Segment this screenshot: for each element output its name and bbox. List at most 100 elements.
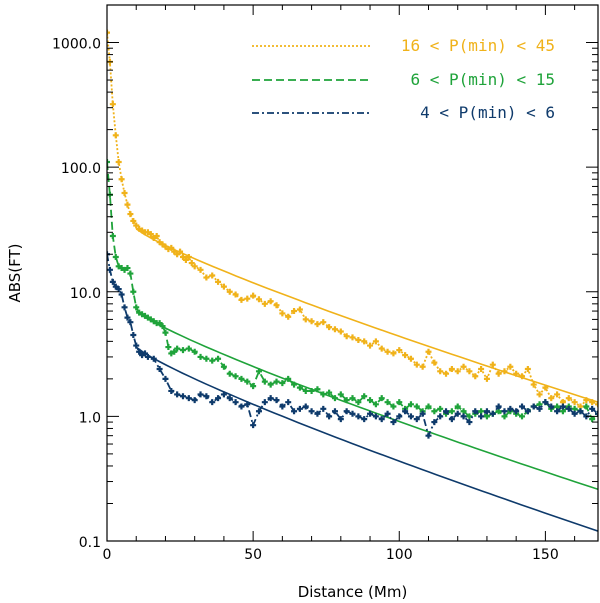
series-point-0: [121, 190, 128, 197]
series-point-1: [185, 345, 192, 352]
series-point-2: [495, 403, 502, 410]
series-point-1: [226, 370, 233, 377]
y-tick-label: 100.0: [61, 161, 101, 177]
series-point-1: [483, 413, 490, 420]
series-point-1: [267, 381, 274, 388]
series-point-2: [150, 355, 157, 362]
x-tick-label: 50: [244, 547, 262, 563]
series-point-0: [448, 365, 455, 372]
series-point-1: [390, 403, 397, 410]
series-point-2: [565, 405, 572, 412]
series-point-2: [367, 410, 374, 417]
series-point-0: [513, 370, 520, 377]
series-point-2: [133, 342, 140, 349]
series-point-2: [127, 319, 134, 326]
series-point-2: [524, 408, 531, 415]
series-point-0: [118, 176, 125, 183]
series-point-0: [437, 368, 444, 375]
series-point-2: [542, 399, 549, 406]
series-point-2: [285, 399, 292, 406]
series-point-0: [472, 373, 479, 380]
series-point-1: [244, 378, 251, 385]
series-point-1: [425, 403, 432, 410]
series-point-0: [495, 370, 502, 377]
series-point-2: [191, 397, 198, 404]
series-point-0: [191, 263, 198, 270]
series-point-0: [425, 348, 432, 355]
series-point-2: [349, 410, 356, 417]
series-point-2: [144, 353, 151, 360]
series-point-1: [367, 397, 374, 404]
x-tick-label: 0: [103, 547, 112, 563]
series-point-0: [291, 308, 298, 315]
series-point-1: [314, 386, 321, 393]
series-point-0: [478, 365, 485, 372]
series-point-1: [273, 378, 280, 385]
series-point-0: [378, 345, 385, 352]
series-point-2: [136, 348, 143, 355]
series-point-0: [519, 373, 526, 380]
series-point-1: [174, 345, 181, 352]
y-axis-title: ABS(FT): [6, 243, 24, 302]
series-point-2: [320, 405, 327, 412]
series-point-2: [454, 410, 461, 417]
series-point-1: [250, 383, 257, 390]
series-point-2: [130, 331, 137, 338]
series-point-1: [431, 408, 438, 415]
series-point-0: [112, 132, 119, 139]
series-point-2: [536, 405, 543, 412]
plot-frame: [106, 4, 599, 542]
series-point-0: [203, 274, 210, 281]
series-point-1: [133, 304, 140, 311]
series-point-0: [308, 318, 315, 325]
series-point-0: [355, 337, 362, 344]
series-point-2: [519, 403, 526, 410]
series-point-0: [197, 266, 204, 273]
series-point-1: [296, 384, 303, 391]
series-point-0: [443, 370, 450, 377]
series-point-2: [109, 278, 116, 285]
series-point-0: [130, 217, 137, 224]
series-point-1: [127, 270, 134, 277]
series-point-0: [367, 342, 374, 349]
legend-label: 16 < P(min) < 45: [401, 36, 555, 55]
series-point-2: [378, 416, 385, 423]
y-tick-label: 1.0: [79, 410, 101, 426]
series-point-1: [454, 403, 461, 410]
axis-ticks: [106, 4, 598, 542]
series-point-0: [407, 355, 414, 362]
series-point-1: [279, 380, 286, 387]
legend: 16 < P(min) < 45 6 < P(min) < 15 4 < P(min…: [252, 36, 555, 122]
series-point-0: [460, 363, 467, 370]
series-point-0: [372, 338, 379, 345]
series-point-1: [302, 387, 309, 394]
series-point-0: [326, 324, 333, 331]
series-point-0: [554, 391, 561, 398]
series-point-2: [355, 413, 362, 420]
series-point-2: [548, 403, 555, 410]
series-point-1: [355, 399, 362, 406]
series-point-1: [331, 395, 338, 402]
series-point-0: [396, 347, 403, 354]
series-point-1: [130, 288, 137, 295]
legend-label: 4 < P(min) < 6: [420, 103, 555, 122]
series-point-1: [326, 389, 333, 396]
series-point-2: [261, 399, 268, 406]
series-point-1: [396, 399, 403, 406]
series-point-2: [124, 314, 131, 321]
series-point-0: [337, 328, 344, 335]
series-point-2: [372, 413, 379, 420]
series-point-1: [255, 368, 262, 375]
series-point-2: [121, 304, 128, 311]
series-point-0: [431, 359, 438, 366]
series-point-2: [577, 408, 584, 415]
series-point-2: [478, 413, 485, 420]
series-point-1: [519, 413, 526, 420]
x-axis-title: Distance (Mm): [298, 583, 408, 601]
series-point-1: [165, 344, 172, 351]
y-tick-label: 1000.0: [52, 37, 101, 53]
series-point-2: [337, 416, 344, 423]
series-point-1: [478, 408, 485, 415]
series-point-2: [238, 403, 245, 410]
series-point-0: [250, 292, 257, 299]
